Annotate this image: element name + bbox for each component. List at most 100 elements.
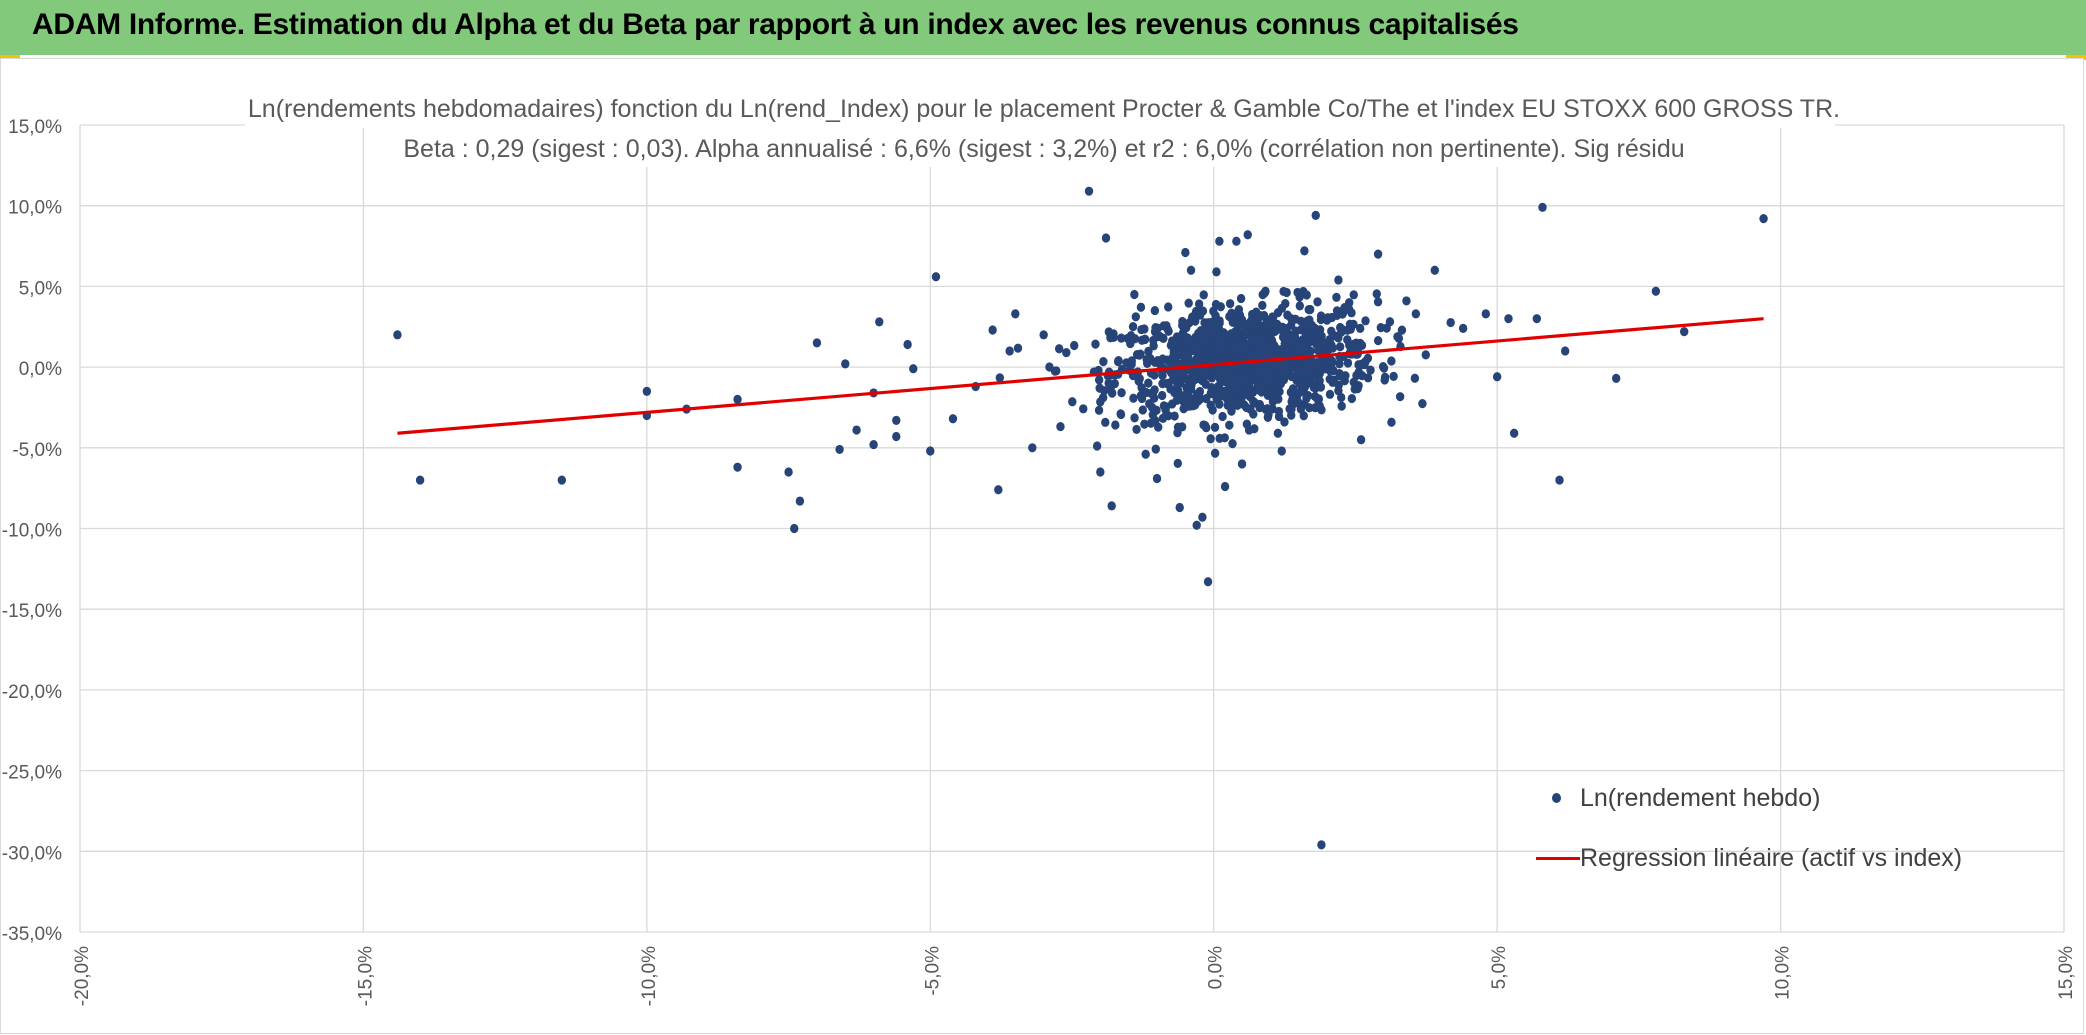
scatter-point: [1373, 297, 1383, 307]
scatter-point: [1195, 386, 1205, 397]
scatter-point: [1211, 299, 1221, 310]
scatter-point: [1210, 422, 1220, 432]
scatter-point: [1310, 323, 1319, 333]
scatter-point: [812, 338, 822, 348]
scatter-point: [1292, 340, 1301, 350]
scatter-point: [1256, 327, 1265, 337]
scatter-point: [1116, 409, 1125, 419]
scatter-point: [1152, 405, 1161, 415]
scatter-point: [1385, 317, 1395, 327]
scatter-point: [1129, 393, 1138, 403]
scatter-point: [948, 414, 958, 424]
scatter-point: [1210, 448, 1220, 458]
x-axis-ticks: -20,0% -15,0% -10,0% -5,0% 0,0% 5,0% 10,0% 15,0…: [72, 946, 2077, 1006]
scatter-point: [1215, 399, 1224, 409]
scatter-point: [1347, 393, 1357, 404]
scatter-point: [1274, 411, 1284, 422]
scatter-point: [1114, 356, 1123, 366]
scatter-point: [1154, 422, 1163, 432]
scatter-point: [1096, 467, 1105, 477]
scatter-point: [1354, 381, 1363, 391]
y-tick-label: 5,0%: [19, 278, 62, 299]
scatter-point: [1322, 315, 1332, 325]
scatter-point: [1332, 292, 1341, 302]
scatter-point: [1233, 366, 1242, 376]
scatter-point: [995, 373, 1005, 383]
scatter-point: [1290, 398, 1299, 408]
legend-label-regression: Regression linéaire (actif vs index): [1580, 843, 1963, 872]
scatter-point: [1260, 341, 1269, 351]
scatter-point: [1117, 388, 1126, 398]
scatter-point: [1149, 335, 1158, 346]
scatter-point: [1228, 439, 1237, 449]
scatter-point: [1280, 338, 1290, 349]
scatter-point: [1163, 378, 1173, 388]
scatter-point: [1290, 329, 1299, 339]
scatter-point: [1157, 390, 1167, 401]
scatter-point: [1232, 236, 1241, 246]
chart-subtitle-backdrop: [390, 127, 1690, 167]
scatter-point: [1509, 428, 1519, 438]
scatter-point: [1215, 316, 1224, 326]
x-tick-label: -15,0%: [355, 946, 376, 1006]
scatter-point: [1277, 303, 1287, 313]
scatter-point: [1372, 289, 1381, 299]
scatter-point: [1028, 443, 1037, 453]
scatter-point: [1209, 328, 1219, 339]
scatter-point: [1141, 449, 1150, 459]
scatter-point: [1137, 335, 1147, 345]
scatter-point: [1324, 344, 1334, 354]
scatter-point: [1349, 290, 1358, 300]
scatter-point: [1611, 373, 1621, 383]
scatter-point: [1298, 361, 1308, 371]
scatter-point: [1152, 473, 1162, 484]
scatter-point: [1356, 323, 1365, 333]
scatter-point: [1225, 420, 1234, 430]
scatter-point: [1287, 314, 1296, 324]
scatter-point: [1218, 411, 1227, 422]
scatter-point: [1136, 302, 1146, 312]
scatter-point: [1163, 324, 1172, 334]
scatter-point: [1263, 390, 1273, 400]
regression-line: [397, 317, 1764, 435]
scatter-point: [1128, 322, 1138, 332]
scatter-point: [1332, 310, 1342, 321]
scatter-point: [1188, 339, 1197, 350]
scatter-point: [1150, 385, 1159, 395]
scatter-point: [1224, 332, 1233, 342]
y-tick-label: -15,0%: [2, 601, 62, 622]
scatter-point: [1361, 316, 1370, 326]
scatter-point: [1532, 314, 1542, 324]
scatter-point: [1314, 334, 1323, 345]
scatter-point: [1150, 370, 1159, 380]
scatter-point: [1247, 350, 1257, 360]
scatter-point: [1243, 386, 1252, 396]
scatter-point: [1137, 383, 1146, 393]
scatter-point: [1151, 444, 1161, 454]
legend-line-marker: [1536, 856, 1580, 860]
scatter-point: [1379, 363, 1389, 373]
scatter-point: [1373, 249, 1383, 259]
scatter-point: [1140, 419, 1149, 429]
scatter-point: [1173, 458, 1182, 468]
scatter-point: [1226, 401, 1236, 411]
scatter-point: [1446, 317, 1455, 328]
chart-title: Ln(rendements hebdomadaires) fonction du…: [245, 86, 1840, 167]
scatter-point: [1206, 355, 1215, 365]
scatter-point: [795, 496, 805, 506]
scatter-point: [1173, 388, 1182, 398]
report-title: ADAM Informe. Estimation du Alpha et du …: [32, 8, 1519, 41]
scatter-point: [1181, 333, 1191, 343]
scatter-point: [1159, 333, 1168, 343]
scatter-point: [1282, 287, 1291, 298]
scatter-point: [1305, 403, 1314, 413]
scatter-point: [1199, 290, 1208, 300]
scatter-point: [1345, 319, 1355, 329]
x-tick-label: 15,0%: [2056, 946, 2077, 1000]
scatter-point: [1255, 334, 1265, 344]
scatter-point: [1555, 475, 1564, 485]
scatter-point: [1680, 326, 1689, 337]
scatter-point: [1343, 358, 1353, 368]
scatter-point: [1172, 332, 1182, 342]
scatter-point: [1206, 388, 1215, 399]
